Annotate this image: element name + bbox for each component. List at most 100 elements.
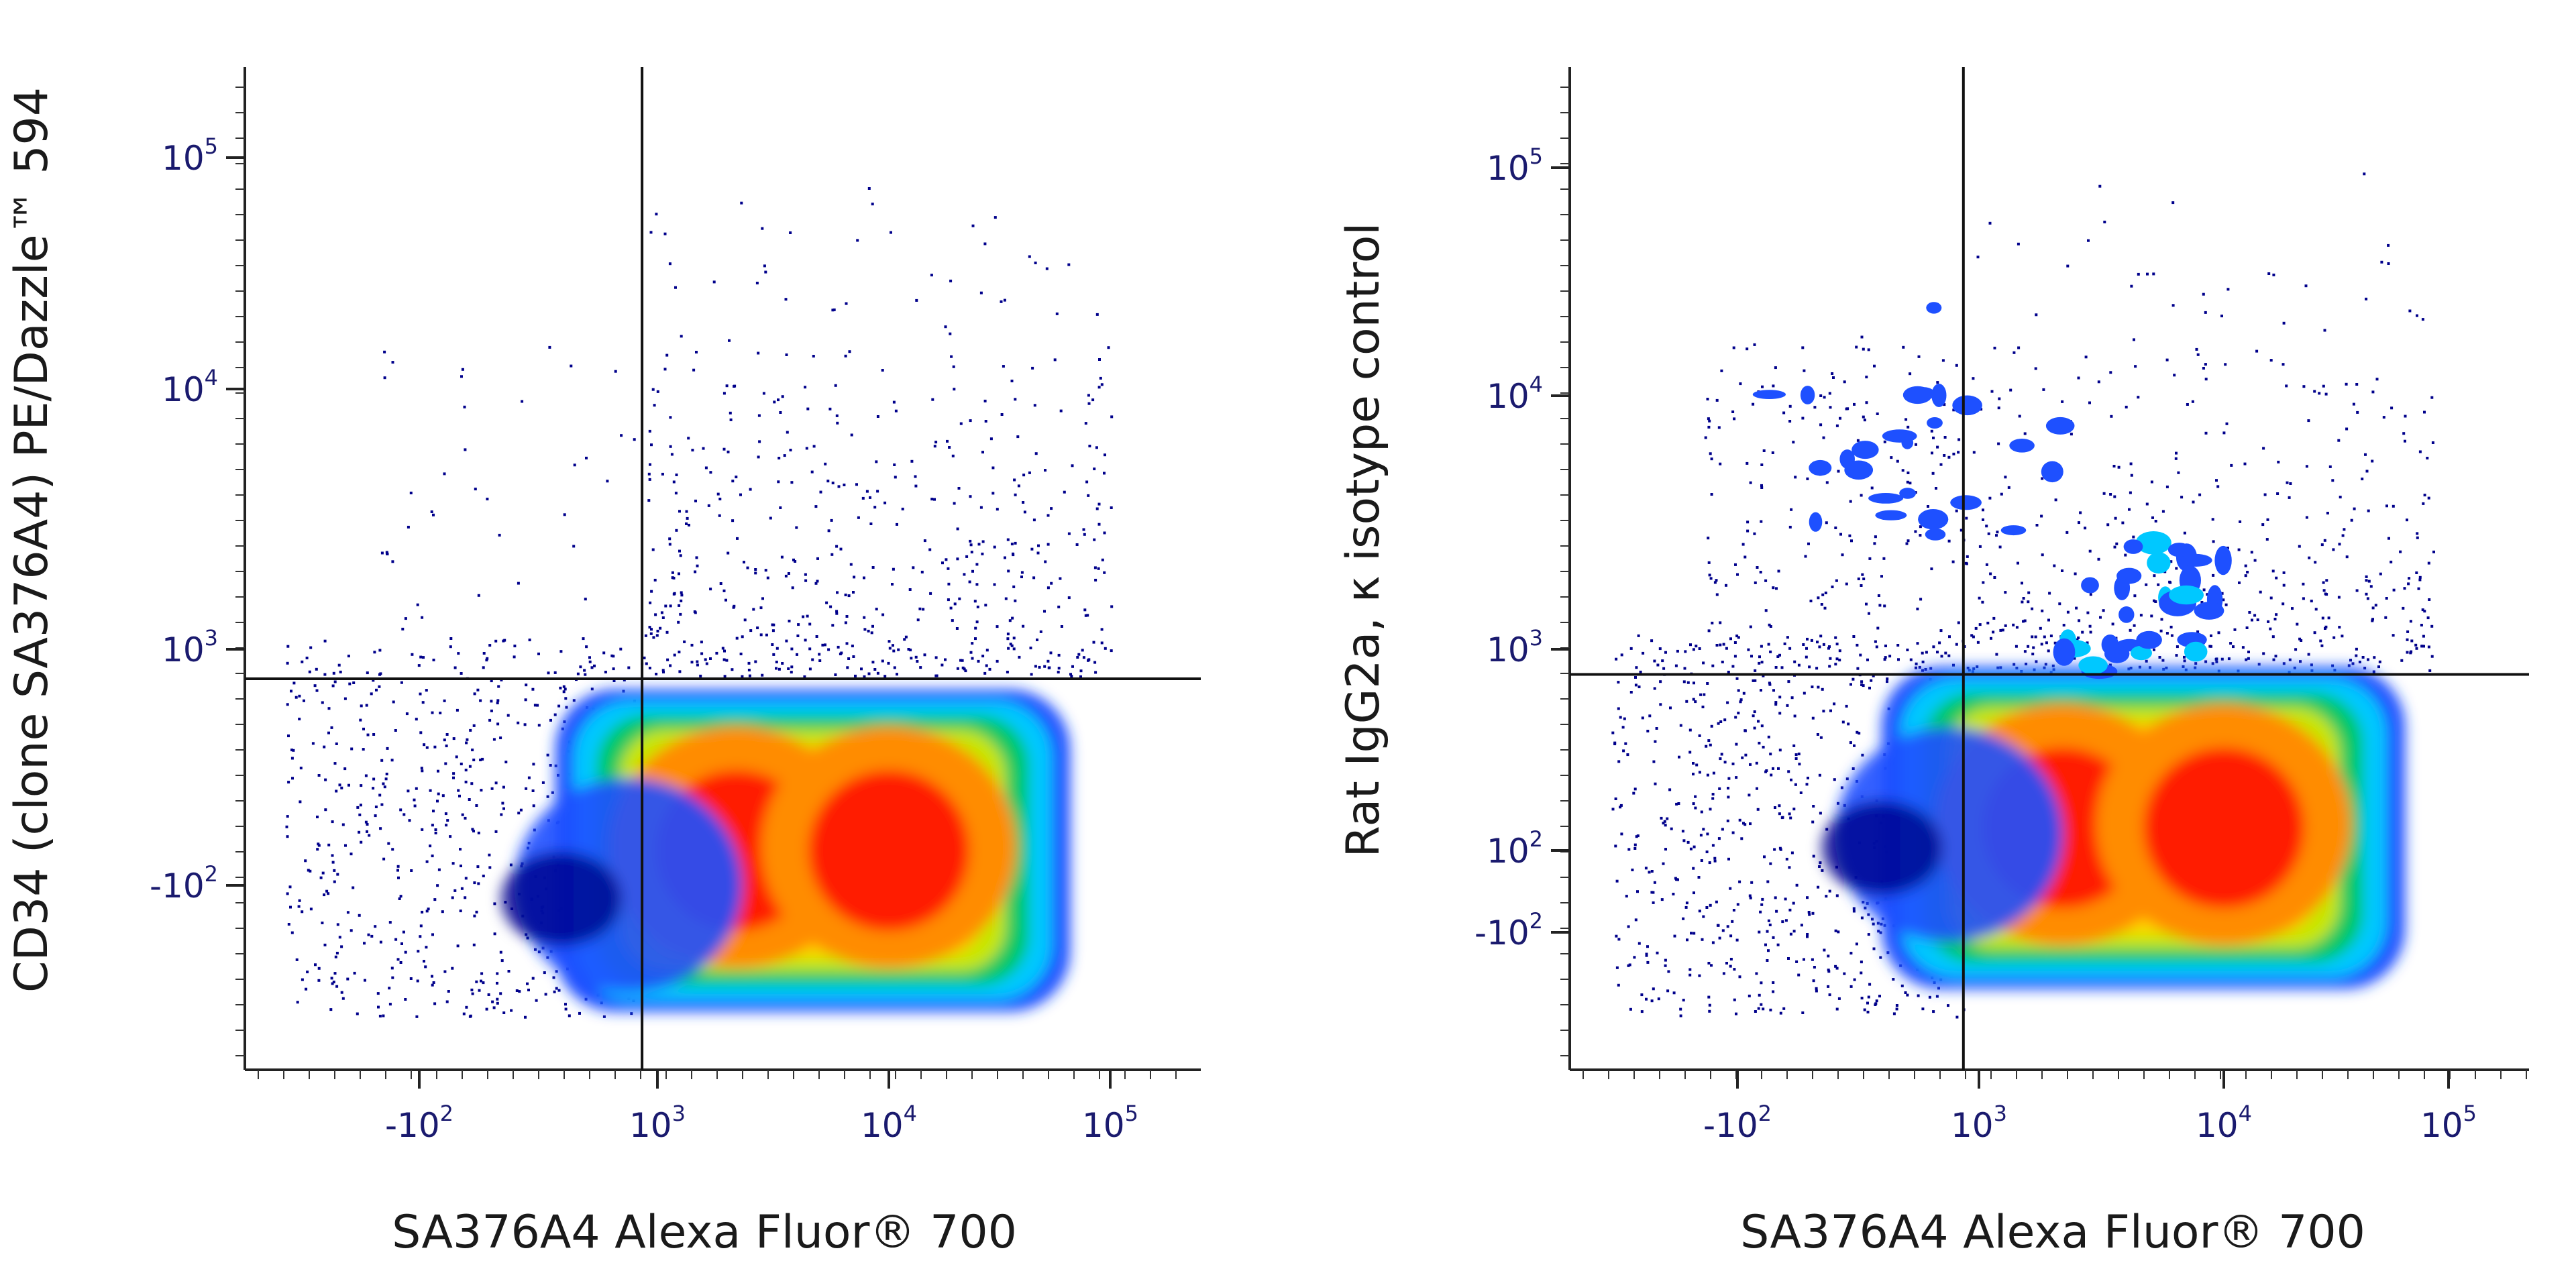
event-dot [1640,993,1644,997]
event-dot [2045,641,2048,645]
event-dot [1821,593,1825,596]
event-dot [1708,419,1711,423]
event-dot [471,828,474,831]
event-dot [1943,454,1946,457]
event-dot [1999,628,2002,632]
event-dot [650,628,653,631]
event-dot [452,737,455,740]
event-dot [923,653,926,657]
event-dot [1838,659,1841,662]
event-dot [2328,465,2332,468]
event-dot [920,570,924,573]
event-dot [2220,592,2224,595]
event-dot [2349,659,2352,662]
cluster-dot [1902,386,1933,404]
event-dot [1057,653,1061,657]
event-dot [481,757,484,761]
event-dot [843,484,846,486]
event-dot [380,759,384,762]
event-dot [1936,445,1939,449]
event-dot [1017,484,1020,488]
event-dot [867,187,871,190]
event-dot [1059,577,1062,580]
event-dot [2272,273,2275,276]
event-dot [2331,664,2334,667]
event-dot [480,972,484,975]
event-dot [1764,579,1768,582]
event-dot [1782,1007,1786,1010]
event-dot [1764,943,1767,946]
event-dot [814,505,818,508]
event-dot [971,642,974,645]
event-dot [655,673,658,675]
event-dot [848,350,851,353]
event-dot [824,643,826,647]
event-dot [2212,573,2215,577]
event-dot [316,848,319,851]
event-dot [493,932,496,936]
event-dot [487,993,490,996]
event-dot [2075,606,2078,610]
event-dot [649,601,652,604]
event-dot [499,992,502,995]
density-contours [1821,667,2405,989]
y-axis-label: Rat IgG2a, κ isotype control [1337,223,1390,858]
event-dot [298,694,301,698]
event-dot [656,629,659,632]
event-dot [492,1006,496,1009]
event-dot [552,976,555,979]
event-dot [434,828,437,831]
event-dot [472,830,475,833]
event-dot [1845,582,1848,586]
event-dot [570,364,573,368]
event-dot [912,566,915,569]
event-dot [1919,525,1922,529]
event-dot [1002,365,1005,368]
event-dot [1824,592,1827,594]
event-dot [818,659,822,662]
event-dot [2169,625,2173,628]
event-dot [1705,906,1709,909]
event-dot [2102,492,2106,495]
event-dot [343,767,347,771]
event-dot [431,711,434,714]
event-dot [1614,844,1617,848]
event-dot [2158,656,2161,659]
event-dot [2048,592,2051,595]
event-dot [291,777,294,780]
event-dot [2423,410,2426,414]
event-dot [1110,415,1114,419]
event-dot [408,819,411,822]
event-dot [756,626,759,630]
event-dot [888,647,892,650]
y-axis-label: CD34 (clone SA376A4) PE/Dazzle™ 594 [5,87,58,993]
event-dot [362,727,365,730]
event-dot [405,712,409,716]
event-dot [1805,783,1809,786]
event-dot [2153,648,2155,651]
event-dot [2263,493,2267,496]
event-dot [696,564,699,567]
event-dot [1769,1008,1772,1011]
event-dot [1787,957,1790,960]
event-dot [2324,627,2326,630]
event-dot [1995,534,1998,537]
event-dot [2367,509,2370,512]
event-dot [1988,496,1992,500]
event-dot [871,566,875,569]
event-dot [1801,1011,1805,1014]
event-dot [1865,376,1868,379]
event-dot [551,791,554,794]
event-dot [1754,1010,1757,1013]
event-dot [2430,396,2434,399]
event-dot [1774,366,1777,370]
event-dot [1789,932,1792,936]
event-dot [777,480,780,484]
event-dot [404,617,407,620]
event-dot [2345,427,2349,431]
event-dot [1907,472,1910,474]
event-dot [528,639,531,642]
event-dot [2165,485,2169,488]
event-dot [429,844,432,848]
event-dot [503,639,506,642]
